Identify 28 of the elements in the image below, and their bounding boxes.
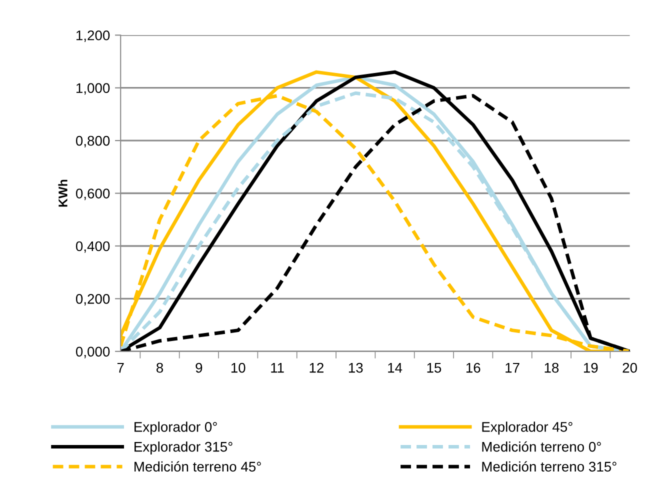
- y-tick-label: 1,200: [76, 30, 110, 42]
- legend-label: Explorador 45°: [482, 422, 572, 435]
- legend-label: Explorador 0°: [134, 422, 217, 435]
- x-tick-label: 13: [348, 362, 363, 373]
- x-tick-label: 9: [196, 362, 202, 373]
- y-tick-label: 0,800: [76, 136, 110, 148]
- x-tick-label: 16: [466, 362, 480, 373]
- x-tick-label: 11: [271, 363, 284, 373]
- legend-label: Medición terreno 45°: [134, 461, 261, 472]
- x-tick-label: 19: [584, 362, 598, 373]
- y-tick-label: 0,600: [76, 188, 110, 200]
- x-tick-label: 8: [156, 362, 164, 373]
- y-tick-label: 0,200: [76, 294, 110, 306]
- legend-label: Explorador 315°: [134, 442, 232, 454]
- x-tick-label: 15: [427, 363, 442, 373]
- x-tick-label: 20: [622, 362, 637, 373]
- legend-label: Medición terreno 315°: [482, 461, 616, 472]
- x-tick-label: 10: [231, 362, 246, 373]
- x-tick-label: 17: [506, 363, 520, 373]
- x-tick-label: 12: [310, 362, 324, 373]
- y-tick-label: 1,000: [76, 83, 110, 95]
- y-tick-label: 0,400: [76, 241, 110, 253]
- y-tick-label: 0,000: [76, 346, 110, 358]
- x-tick-label: 18: [544, 362, 559, 373]
- y-axis-title: KWh: [58, 180, 68, 207]
- legend-label: Medición terreno 0°: [482, 441, 601, 452]
- x-tick-label: 7: [117, 363, 124, 373]
- x-tick-label: 14: [388, 363, 402, 373]
